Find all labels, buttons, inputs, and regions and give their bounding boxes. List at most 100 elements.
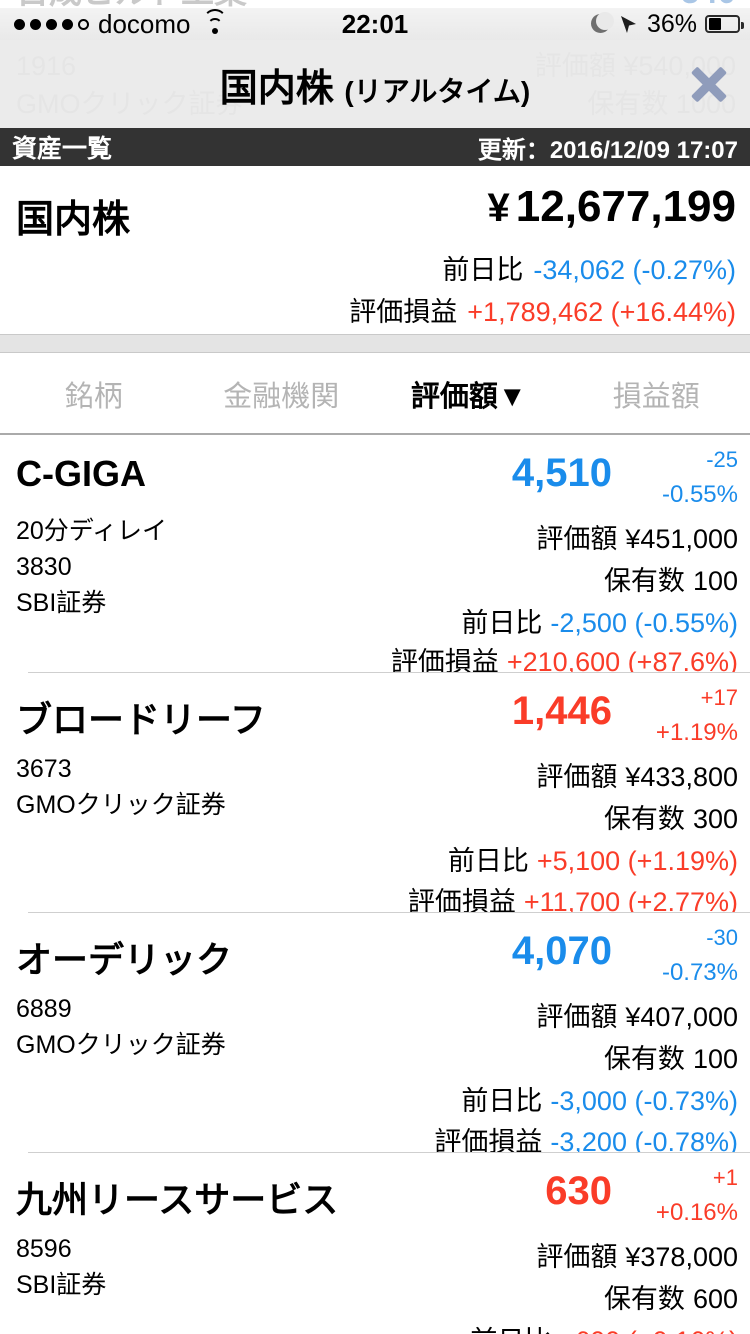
prev-day-row: 前日比 +5,100 (+1.19%) [448,839,738,878]
tabs-divider [0,433,750,435]
prev-day-label: 前日比 [470,1326,551,1334]
summary-pl-row: 評価損益 +1,789,462 (+16.44%) [349,290,736,329]
quantity-value: 300 [692,804,738,834]
stock-name: C-GIGA [16,453,146,494]
summary-prev-day-row: 前日比 -34,062 (-0.27%) [442,248,736,287]
subheader-bar: 資産一覧 更新：2016/12/09 17:07 [0,128,750,166]
row-divider [28,1152,750,1153]
table-row[interactable]: オーデリック 4,070 -30 -0.73% 6889 GMOクリック証券 評… [0,913,750,1157]
status-bar: docomo 22:01 36% [0,8,750,40]
stock-price: 4,510 [511,451,612,495]
tab-meigara[interactable]: 銘柄 [64,380,123,413]
table-row[interactable]: 九州リースサービス 630 +1 +0.16% 8596 SBI証券 評価額 ¥3… [0,1153,750,1334]
eval-amount-value: ¥451,000 [625,524,738,554]
broker-name: SBI証券 [16,589,107,617]
summary-title: 国内株 [16,199,131,241]
summary-total-value: ¥12,677,199 [488,182,736,232]
quantity-row: 保有数 300 [604,797,738,836]
quantity-label: 保有数 [603,804,685,834]
summary-pl-value: +1,789,462 (+16.44%) [467,297,736,327]
prev-day-row: 前日比 +600 (+0.16%) [470,1319,738,1334]
modal-header: 国内株 (リアルタイム) [0,40,750,128]
page-title-main: 国内株 [219,67,334,110]
summary-prev-day-value: -34,062 (-0.27%) [533,255,736,285]
quantity-row: 保有数 100 [604,1037,738,1076]
stock-code: 3673 [16,755,72,783]
holdings-list[interactable]: C-GIGA 4,510 -25 -0.55% 20分ディレイ 3830 SBI… [0,435,750,1334]
quantity-value: 600 [692,1284,738,1314]
stock-price: 630 [545,1169,612,1213]
battery-icon [705,15,744,33]
carrier-label: docomo [98,8,191,39]
stock-code: 8596 [16,1235,72,1263]
prev-day-label: 前日比 [461,608,543,638]
eval-amount-label: 評価額 [536,524,618,554]
stock-change-pct: +1.19% [655,719,738,746]
stock-code: 6889 [16,995,72,1023]
broker-name: GMOクリック証券 [16,791,226,819]
prev-day-value: +5,100 (+1.19%) [536,846,738,876]
ghost-stock-name: 日成ビルド工業 [16,0,247,12]
table-row[interactable]: C-GIGA 4,510 -25 -0.55% 20分ディレイ 3830 SBI… [0,435,750,677]
stock-name: ブロードリーフ [16,699,266,740]
summary-total-number: 12,677,199 [515,182,736,231]
stock-change: +1 [712,1165,738,1190]
eval-amount-label: 評価額 [536,762,618,792]
stock-change-pct: -0.55% [661,481,738,508]
eval-amount-value: ¥433,800 [625,762,738,792]
close-icon[interactable] [686,61,732,107]
location-arrow-icon [620,16,636,33]
stock-change: +17 [700,685,738,710]
eval-amount-row: 評価額 ¥451,000 [536,517,738,556]
status-bar-right: 36% [590,10,744,39]
quantity-row: 保有数 600 [604,1277,738,1316]
stock-code: 3830 [16,553,72,581]
yen-symbol: ¥ [487,186,510,230]
tab-kinyukikan[interactable]: 金融機関 [223,380,340,413]
quantity-row: 保有数 100 [604,559,738,598]
row-divider [28,672,750,673]
stock-name: 九州リースサービス [16,1179,339,1220]
last-updated-value: 2016/12/09 17:07 [549,136,738,164]
summary-pl-label: 評価損益 [349,297,458,327]
table-row[interactable]: ブロードリーフ 1,446 +17 +1.19% 3673 GMOクリック証券 … [0,673,750,917]
prev-day-value: +600 (+0.16%) [559,1326,738,1334]
ghost-stock-price: 540 [681,0,736,12]
eval-amount-label: 評価額 [536,1242,618,1272]
tab-hyokagaku[interactable]: 評価額▼ [410,380,527,413]
eval-amount-value: ¥378,000 [625,1242,738,1272]
eval-amount-row: 評価額 ¥378,000 [536,1235,738,1274]
signal-strength-icon [14,18,89,30]
prev-day-value: -3,000 (-0.73%) [550,1086,738,1116]
stock-change: -30 [706,925,738,950]
stock-change-pct: -0.73% [661,959,738,986]
quantity-value: 100 [692,1044,738,1074]
summary-prev-day-label: 前日比 [442,255,524,285]
sort-tabs: 銘柄 金融機関 評価額▼ 損益額 [0,353,750,434]
section-divider-band [0,334,750,353]
wifi-icon [202,9,228,34]
prev-day-value: -2,500 (-0.55%) [550,608,738,638]
status-bar-left: docomo [14,9,228,40]
prev-day-row: 前日比 -3,000 (-0.73%) [461,1079,738,1118]
stock-price: 1,446 [511,689,612,733]
breadcrumb[interactable]: 資産一覧 [12,135,113,163]
eval-amount-row: 評価額 ¥407,000 [536,995,738,1034]
page-title: 国内株 (リアルタイム) [220,57,530,112]
page-title-subtitle: (リアルタイム) [344,75,531,107]
quantity-label: 保有数 [603,1284,685,1314]
row-divider [28,912,750,913]
eval-amount-row: 評価額 ¥433,800 [536,755,738,794]
tab-soneki[interactable]: 損益額 [612,380,700,413]
stock-price: 4,070 [511,929,612,973]
prev-day-label: 前日比 [461,1086,543,1116]
broker-name: SBI証券 [16,1271,107,1299]
quantity-label: 保有数 [603,566,685,596]
eval-amount-label: 評価額 [536,1002,618,1032]
clock-label: 22:01 [341,8,409,39]
quantity-label: 保有数 [603,1044,685,1074]
quantity-value: 100 [692,566,738,596]
portfolio-summary: 国内株 ¥12,677,199 前日比 -34,062 (-0.27%) 評価損益… [0,166,750,334]
delay-note: 20分ディレイ [16,517,168,545]
